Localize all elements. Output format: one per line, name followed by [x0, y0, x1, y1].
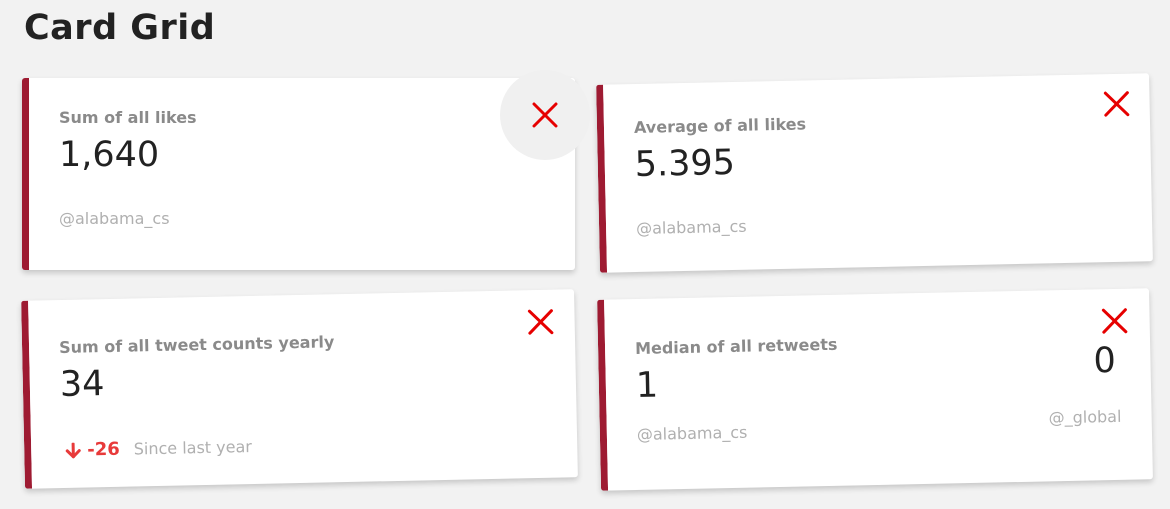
- card-secondary-value: 0: [1093, 340, 1117, 382]
- card-value: 5.395: [634, 142, 736, 186]
- card-secondary-handle: @_global: [1048, 406, 1122, 428]
- card-handle: @alabama_cs: [635, 216, 747, 239]
- metric-card-average-likes: Average of all likes 5.395 @alabama_cs: [596, 73, 1153, 273]
- card-label: Median of all retweets: [634, 334, 838, 359]
- trend-note: Since last year: [133, 437, 253, 459]
- metric-card-sum-likes: Sum of all likes 1,640 @alabama_cs: [22, 70, 590, 270]
- card-label: Average of all likes: [633, 114, 807, 138]
- trend-delta: -26: [87, 438, 120, 461]
- arrow-down-icon: [65, 442, 81, 458]
- close-icon: [1101, 308, 1128, 334]
- card-handle: @alabama_cs: [59, 209, 170, 228]
- close-icon: [527, 309, 554, 335]
- card-label: Sum of all likes: [59, 108, 197, 127]
- page-title: Card Grid: [24, 8, 216, 48]
- close-button[interactable]: [1096, 303, 1133, 340]
- card-value: 1,640: [59, 135, 160, 175]
- metric-card-median-retweets: Median of all retweets 1 @alabama_cs 0 @…: [597, 288, 1153, 491]
- close-icon: [1103, 91, 1130, 117]
- card-value: 34: [59, 364, 105, 406]
- close-button[interactable]: [1098, 86, 1135, 123]
- metric-card-tweet-counts: Sum of all tweet counts yearly 34 -26 Si…: [21, 289, 578, 489]
- close-button[interactable]: [522, 304, 559, 341]
- trend-indicator: -26 Since last year: [65, 436, 252, 461]
- close-button[interactable]: [527, 97, 563, 133]
- card-label: Sum of all tweet counts yearly: [58, 332, 335, 358]
- close-icon: [532, 102, 558, 128]
- card-handle: @alabama_cs: [636, 422, 748, 444]
- card-value: 1: [635, 365, 659, 407]
